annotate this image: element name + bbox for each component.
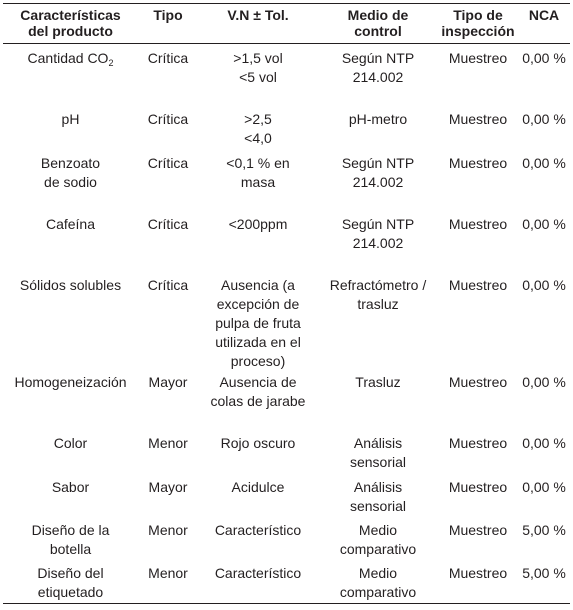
cell-nca: 0,00 %	[522, 277, 566, 293]
cell-medio: Medio comparativo	[339, 565, 417, 600]
cell-nca: 0,00 %	[522, 111, 566, 127]
cell-tipo: Crítica	[147, 50, 189, 66]
cell-caracteristica: Diseño del etiquetado	[37, 565, 104, 600]
table-row: pH Crítica >2,5 <4,0 pH-metro Muestreo 0…	[3, 105, 570, 149]
cell-tipo: Crítica	[147, 277, 189, 293]
cell-vn-tol: Ausencia de colas de jarabe	[210, 374, 306, 409]
cell-vn-tol: <200ppm	[228, 216, 288, 232]
top-rule	[3, 3, 570, 4]
cell-vn-tol: >1,5 vol <5 vol	[233, 50, 283, 85]
quality-control-table: Características del producto Tipo V.N ± …	[3, 3, 570, 604]
cell-tipo: Menor	[148, 565, 188, 581]
cell-vn-tol: Característico	[214, 522, 302, 538]
header-vn-tol: V.N ± Tol.	[227, 7, 289, 23]
cell-vn-tol: >2,5 <4,0	[244, 111, 272, 146]
cell-inspeccion: Muestreo	[448, 565, 508, 581]
cell-medio: Según NTP 214.002	[341, 155, 415, 190]
subscript-2: 2	[108, 58, 114, 68]
table-row: Diseño de la botella Menor Característic…	[3, 516, 570, 559]
table-row: Sabor Mayor Acidulce Análisis sensorial …	[3, 473, 570, 516]
cell-vn-tol: Característico	[214, 565, 302, 581]
cell-vn-tol: Rojo oscuro	[220, 435, 296, 451]
caracteristica-text: Cantidad CO	[27, 50, 109, 66]
table-row: Sólidos solubles Crítica Ausencia (a exc…	[3, 271, 570, 369]
cell-tipo: Menor	[148, 435, 188, 451]
cell-vn-tol: <0,1 % en masa	[226, 155, 290, 190]
cell-tipo: Mayor	[148, 479, 188, 495]
cell-medio: Análisis sensorial	[349, 435, 407, 470]
table-row: Cantidad CO2 Crítica >1,5 vol <5 vol Seg…	[3, 44, 570, 105]
cell-nca: 0,00 %	[522, 50, 566, 66]
header-nca: NCA	[528, 7, 560, 23]
cell-medio: Trasluz	[355, 374, 401, 390]
cell-caracteristica: Homogeneización	[14, 374, 127, 390]
cell-nca: 0,00 %	[522, 479, 566, 495]
header-rule	[3, 43, 570, 44]
table-row: Homogeneización Mayor Ausencia de colas …	[3, 368, 570, 429]
cell-nca: 0,00 %	[522, 216, 566, 232]
cell-nca: 0,00 %	[522, 435, 566, 451]
cell-tipo: Crítica	[147, 155, 189, 171]
table-row: Benzoato de sodio Crítica <0,1 % en masa…	[3, 149, 570, 210]
cell-inspeccion: Muestreo	[448, 522, 508, 538]
header-medio-control: Medio de control	[347, 7, 409, 39]
cell-caracteristica: Diseño de la botella	[31, 522, 110, 557]
cell-vn-tol: Ausencia (a excepción de pulpa de fruta …	[215, 277, 301, 369]
cell-tipo: Menor	[148, 522, 188, 538]
cell-medio: Según NTP 214.002	[341, 216, 415, 251]
table-row: Diseño del etiquetado Menor Característi…	[3, 559, 570, 603]
cell-caracteristica: Color	[53, 435, 88, 451]
cell-caracteristica: Benzoato de sodio	[40, 155, 101, 190]
cell-nca: 0,00 %	[522, 155, 566, 171]
header-tipo: Tipo	[153, 7, 183, 23]
table-row: Color Menor Rojo oscuro Análisis sensori…	[3, 429, 570, 473]
cell-medio: Medio comparativo	[339, 522, 417, 557]
bottom-rule	[3, 603, 570, 604]
cell-nca: 0,00 %	[522, 374, 566, 390]
cell-inspeccion: Muestreo	[448, 155, 508, 171]
cell-caracteristica: Cafeína	[45, 216, 96, 232]
header-tipo-inspeccion: Tipo de inspección	[441, 7, 515, 39]
cell-vn-tol: Acidulce	[231, 479, 285, 495]
cell-medio: Refractómetro / trasluz	[329, 277, 427, 312]
cell-inspeccion: Muestreo	[448, 50, 508, 66]
cell-caracteristica: pH	[61, 111, 80, 127]
cell-inspeccion: Muestreo	[448, 277, 508, 293]
cell-inspeccion: Muestreo	[448, 111, 508, 127]
cell-inspeccion: Muestreo	[448, 374, 508, 390]
cell-tipo: Crítica	[147, 111, 189, 127]
cell-caracteristica: Sólidos solubles	[19, 277, 122, 293]
cell-tipo: Crítica	[147, 216, 189, 232]
header-row: Características del producto Tipo V.N ± …	[3, 4, 570, 43]
cell-caracteristica: Sabor	[51, 479, 90, 495]
cell-medio: Análisis sensorial	[349, 479, 407, 514]
cell-inspeccion: Muestreo	[448, 479, 508, 495]
table-row: Cafeína Crítica <200ppm Según NTP 214.00…	[3, 210, 570, 271]
cell-tipo: Mayor	[148, 374, 188, 390]
cell-caracteristica: Cantidad CO2	[3, 44, 138, 68]
header-caracteristicas: Características del producto	[20, 7, 121, 39]
cell-inspeccion: Muestreo	[448, 435, 508, 451]
cell-medio: Según NTP 214.002	[341, 50, 415, 85]
cell-nca: 5,00 %	[522, 522, 566, 538]
cell-medio: pH-metro	[348, 111, 408, 127]
cell-nca: 5,00 %	[522, 565, 566, 581]
cell-inspeccion: Muestreo	[448, 216, 508, 232]
